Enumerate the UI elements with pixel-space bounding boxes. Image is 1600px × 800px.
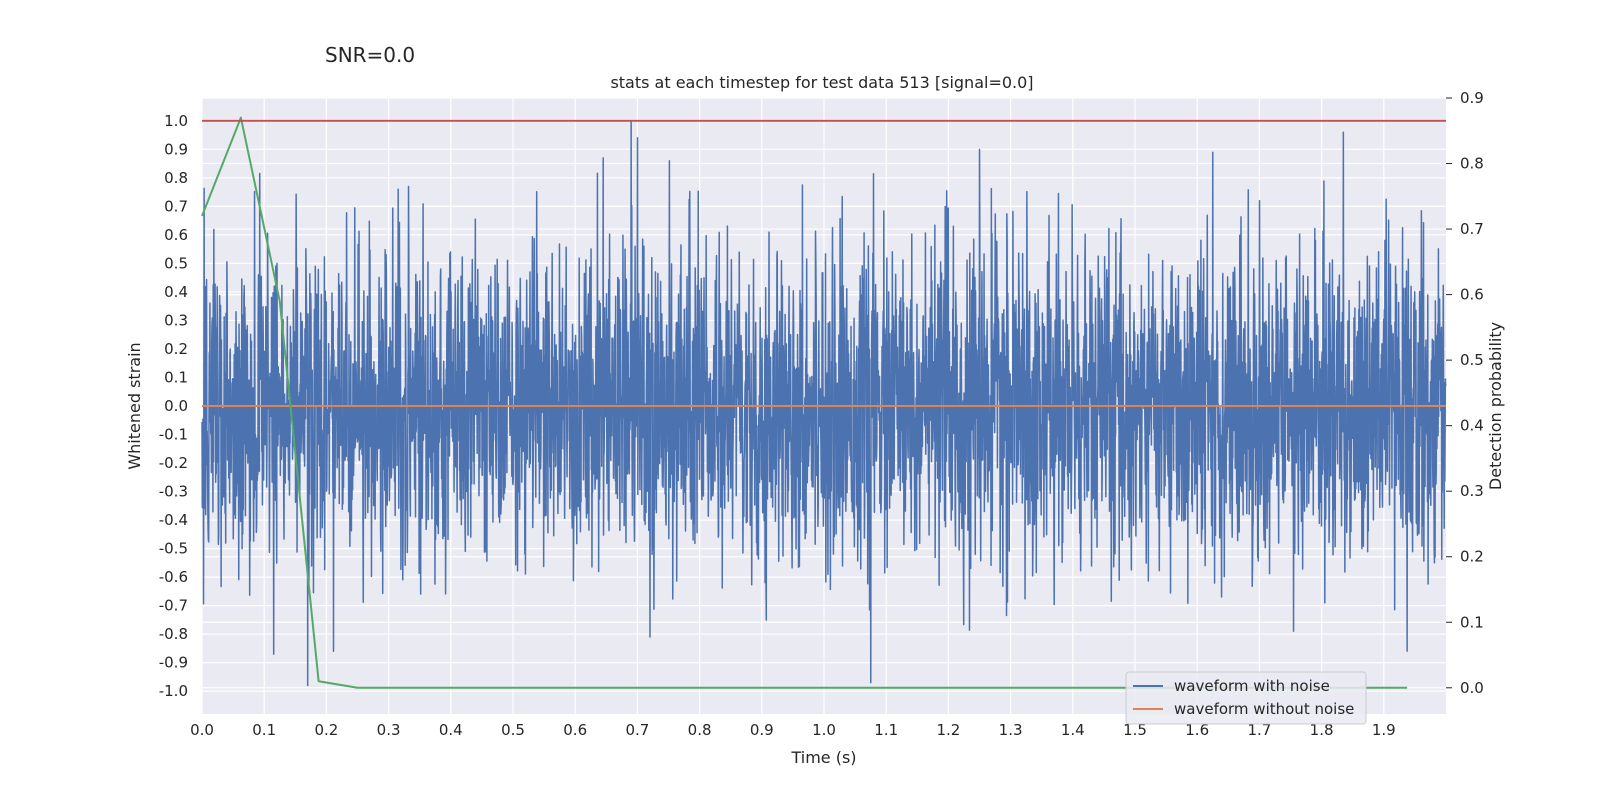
x-tick-label: 0.0 (190, 721, 214, 739)
x-tick-label: 0.6 (563, 721, 587, 739)
y-tick-label: 0.5 (164, 254, 188, 272)
y-tick-label: -1.0 (159, 682, 188, 700)
y-tick-label: -0.7 (159, 597, 188, 615)
y-tick-label: 0.1 (164, 368, 188, 386)
x-tick-label: 1.5 (1123, 721, 1147, 739)
y2-tick-label: 0.4 (1460, 417, 1484, 435)
y-tick-label: -0.1 (159, 426, 188, 444)
y-tick-label: -0.4 (159, 511, 188, 529)
x-tick-label: 0.7 (625, 721, 649, 739)
series-waveform-with-noise (201, 120, 1447, 687)
legend-label-noise: waveform with noise (1174, 677, 1330, 695)
x-tick-label: 1.6 (1185, 721, 1209, 739)
legend-box (1125, 671, 1367, 725)
y-axis-label: Whitened strain (125, 342, 144, 469)
x-tick-label: 1.4 (1061, 721, 1085, 739)
y2-tick-label: 0.2 (1460, 548, 1484, 566)
x-tick-label: 0.3 (377, 721, 401, 739)
y-tick-label: 0.2 (164, 340, 188, 358)
y-tick-label: 1.0 (164, 112, 188, 130)
y2-tick-label: 0.3 (1460, 482, 1484, 500)
x-tick-label: 0.8 (688, 721, 712, 739)
y-tick-label: 0.4 (164, 283, 188, 301)
y2-tick-label: 0.0 (1460, 679, 1484, 697)
y2-axis-label: Detection probability (1486, 322, 1505, 490)
y-tick-label: -0.6 (159, 568, 188, 586)
y2-tick-label: 0.8 (1460, 155, 1484, 173)
y-tick-label: 0.0 (164, 397, 188, 415)
x-tick-label: 0.2 (314, 721, 338, 739)
legend: waveform with noise waveform without noi… (1125, 671, 1367, 725)
x-tick-label: 0.4 (439, 721, 463, 739)
x-tick-label: 1.8 (1310, 721, 1334, 739)
y2-tick-label: 0.1 (1460, 613, 1484, 631)
x-tick-label: 0.9 (750, 721, 774, 739)
x-tick-label: 1.9 (1372, 721, 1396, 739)
chart-suptitle: SNR=0.0 (325, 43, 415, 67)
y-tick-label: -0.3 (159, 483, 188, 501)
x-tick-label: 1.2 (936, 721, 960, 739)
x-tick-label: 1.7 (1247, 721, 1271, 739)
x-tick-label: 0.5 (501, 721, 525, 739)
y-tick-label: -0.5 (159, 540, 188, 558)
y-tick-label: 0.6 (164, 226, 188, 244)
y-tick-label: 0.7 (164, 197, 188, 215)
y2-tick-label: 0.7 (1460, 220, 1484, 238)
y-tick-label: -0.2 (159, 454, 188, 472)
y-tick-label: -0.9 (159, 654, 188, 672)
x-tick-label: 1.3 (999, 721, 1023, 739)
y-tick-label: 0.9 (164, 140, 188, 158)
y-tick-label: 0.8 (164, 169, 188, 187)
x-tick-label: 0.1 (252, 721, 276, 739)
x-axis-ticks: 0.0 0.1 0.2 0.3 0.4 0.5 0.6 0.7 0.8 0.9 1.0 1.1 1.2 1… (190, 721, 1396, 739)
y2-tick-label: 0.5 (1460, 351, 1484, 369)
y2-tick-label: 0.6 (1460, 286, 1484, 304)
y-axis-ticks: -1.0 -0.9 -0.8 -0.7 -0.6 -0.5 -0.4 -0.3 -0.2 -0.1… (159, 112, 188, 700)
legend-label-clean: waveform without noise (1174, 700, 1354, 718)
y-tick-label: -0.8 (159, 625, 188, 643)
y-tick-label: 0.3 (164, 311, 188, 329)
x-tick-label: 1.0 (812, 721, 836, 739)
y2-tick-label: 0.9 (1460, 89, 1484, 107)
x-axis-label: Time (s) (790, 748, 856, 767)
x-tick-label: 1.1 (874, 721, 898, 739)
y2-axis-ticks: 0.0 0.1 0.2 0.3 0.4 0.5 0.6 0.7 0.8 0.9 (1446, 89, 1484, 697)
chart-title: stats at each timestep for test data 513… (610, 73, 1033, 92)
